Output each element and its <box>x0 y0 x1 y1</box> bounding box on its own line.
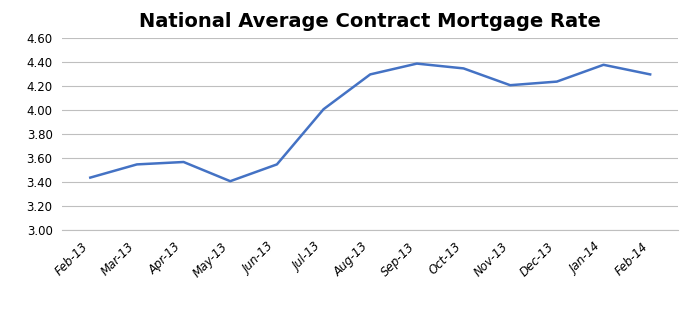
Title: National Average Contract Mortgage Rate: National Average Contract Mortgage Rate <box>139 12 601 31</box>
